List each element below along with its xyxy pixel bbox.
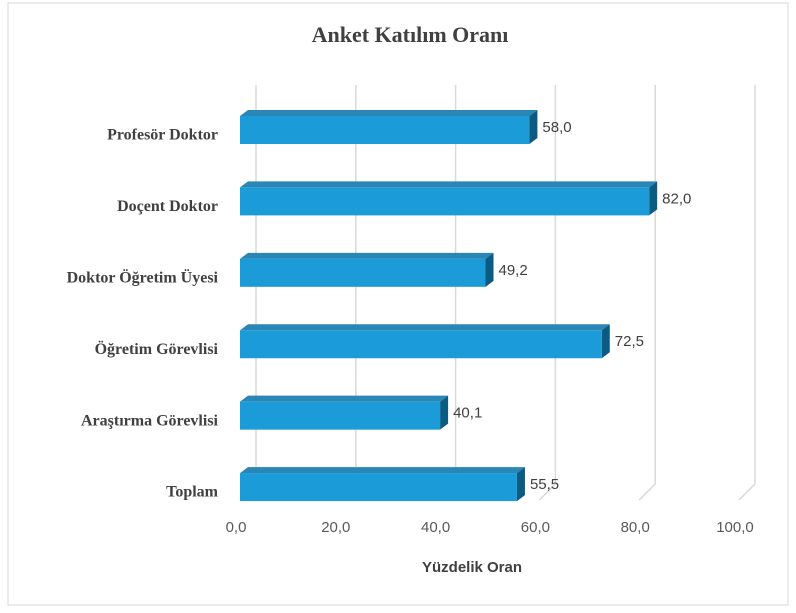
bar bbox=[240, 110, 538, 144]
bar-front bbox=[240, 116, 530, 144]
bar-top bbox=[240, 110, 538, 116]
x-axis-title: Yüzdelik Oran bbox=[422, 559, 522, 576]
bar-front bbox=[240, 258, 486, 287]
grid-line bbox=[538, 85, 557, 501]
value-label: 72,5 bbox=[615, 333, 644, 350]
bar bbox=[240, 395, 449, 430]
chart-border bbox=[7, 2, 789, 606]
x-tick-label: 80,0 bbox=[621, 519, 650, 536]
x-tick-label: 60,0 bbox=[521, 519, 550, 536]
bar bbox=[240, 181, 658, 216]
bar-side bbox=[516, 467, 525, 502]
y-tick-label: Araştırma Görevlisi bbox=[81, 412, 219, 429]
bar-side bbox=[601, 324, 610, 359]
x-tick-label: 0,0 bbox=[226, 519, 247, 536]
y-tick-label: Öğretim Görevlisi bbox=[95, 340, 219, 358]
value-label: 49,2 bbox=[499, 262, 528, 279]
value-label: 40,1 bbox=[453, 405, 482, 422]
bar-top bbox=[240, 324, 610, 331]
bar-top bbox=[240, 252, 494, 259]
bar-front bbox=[240, 473, 517, 502]
bar-front bbox=[240, 401, 441, 430]
bar-front bbox=[240, 330, 602, 359]
x-tick-label: 20,0 bbox=[321, 519, 350, 536]
bar-side bbox=[485, 252, 494, 287]
y-tick-label: Doktor Öğretim Üyesi bbox=[67, 268, 219, 286]
bar bbox=[240, 467, 525, 502]
bar bbox=[240, 324, 610, 359]
bar-side bbox=[649, 181, 658, 216]
bar-front bbox=[240, 187, 650, 216]
y-tick-label: Toplam bbox=[166, 484, 219, 501]
bar-top bbox=[240, 395, 449, 402]
grid-line bbox=[638, 85, 656, 501]
bar-top bbox=[240, 467, 525, 474]
value-label: 82,0 bbox=[662, 190, 691, 207]
value-label: 55,5 bbox=[530, 476, 559, 493]
bar-top bbox=[240, 181, 658, 188]
y-tick-label: Profesör Doktor bbox=[107, 127, 218, 144]
y-tick-label: Doçent Doktor bbox=[117, 198, 218, 215]
x-tick-label: 40,0 bbox=[421, 519, 450, 536]
value-label: 58,0 bbox=[542, 119, 571, 136]
chart-title: Anket Katılım Oranı bbox=[312, 22, 509, 47]
grid-line bbox=[738, 85, 756, 501]
bar-side bbox=[440, 395, 449, 430]
bar-side bbox=[529, 110, 538, 144]
x-tick-label: 100,0 bbox=[716, 519, 754, 536]
bar bbox=[240, 252, 494, 287]
